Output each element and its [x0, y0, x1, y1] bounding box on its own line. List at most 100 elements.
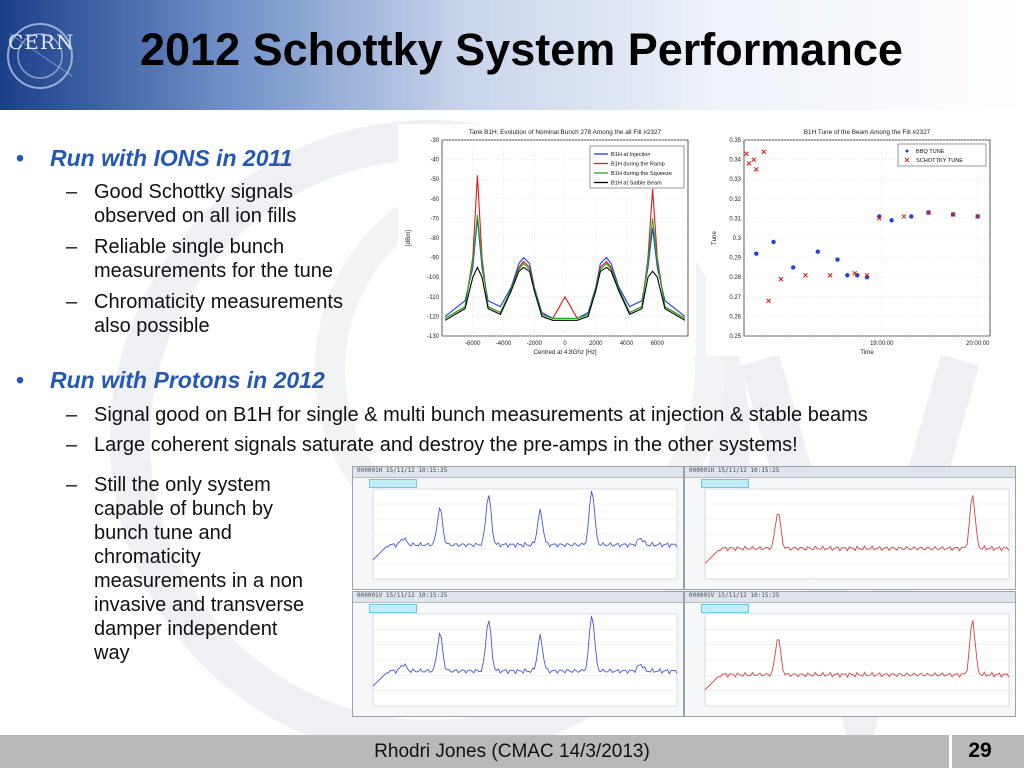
footer-author: Rhodri Jones (CMAC 14/3/2013)	[374, 741, 650, 762]
bbq-point	[835, 257, 840, 262]
legend-box	[897, 143, 987, 167]
sub-line: invasive and transverse	[94, 594, 305, 616]
screen-v-blue: 000001V 15/11/12 10:15:25	[352, 591, 684, 717]
sub-line: Large coherent signals saturate and dest…	[94, 434, 798, 456]
bullet-heading-text: Run with Protons in 2012	[50, 367, 325, 393]
sub-item-single-bunch: – Reliable single bunch measurements for…	[66, 236, 334, 282]
y-tick-label: -130	[427, 334, 440, 340]
bullet-ions-heading: • Run with IONS in 2011	[16, 145, 293, 172]
sub-line: Still the only system	[94, 474, 271, 496]
screen-tag	[701, 604, 749, 613]
sub-item-coherent-signals: – Large coherent signals saturate and de…	[66, 434, 798, 456]
screen-v-red: 000001V 15/11/12 10:15:25	[684, 591, 1016, 717]
y-tick-label: 0.32	[729, 197, 741, 203]
spectrum-chart-panel: Tank B1H: Evolution of Nominal Bunch 278…	[398, 124, 696, 356]
y-tick-label: 0.29	[729, 256, 741, 262]
spectrum-trace	[372, 615, 678, 687]
y-tick-label: -40	[430, 158, 439, 164]
y-tick-label: 0.27	[729, 295, 741, 301]
x-tick-label: 19:00:00	[870, 341, 894, 347]
schottky-point	[751, 157, 757, 162]
bullet-dot: •	[16, 145, 25, 171]
y-tick-label: 0.25	[729, 334, 741, 340]
bbq-point	[815, 249, 820, 254]
schottky-point	[926, 210, 931, 215]
x-tick-label: -4000	[496, 341, 512, 347]
legend-label: B1H at Satble Beam	[611, 181, 662, 187]
schottky-point	[827, 272, 833, 278]
y-tick-label: 0.3	[733, 236, 742, 242]
y-tick-label: 0.33	[729, 177, 741, 183]
sub-item-schottky-signals: – Good Schottky signals observed on all …	[66, 181, 297, 227]
sub-line: Reliable single bunch	[94, 236, 285, 258]
cern-logo-icon	[7, 23, 73, 89]
y-tick-label: -60	[430, 197, 439, 203]
sub-line: damper independent	[94, 618, 278, 640]
sub-line: capable of bunch by	[94, 498, 274, 520]
schottky-point	[744, 151, 749, 157]
sub-item-chromaticity: – Chromaticity measurements also possibl…	[66, 291, 343, 337]
legend-box	[589, 145, 685, 189]
x-tick-label: 20:00:00	[966, 341, 990, 347]
legend-label: SCHOTTKY TUNE	[916, 158, 963, 164]
spectrum-chart: Tank B1H: Evolution of Nominal Bunch 278…	[405, 129, 689, 356]
bbq-point	[771, 239, 776, 245]
x-tick-label: 2000	[589, 341, 603, 347]
y-tick-label: -80	[430, 236, 439, 242]
x-tick-label: -6000	[465, 341, 481, 347]
x-tick-label: 0	[563, 341, 567, 347]
y-tick-label: 0.31	[729, 216, 741, 222]
y-tick-label: 0.34	[729, 158, 741, 164]
sub-line: observed on all ion fills	[94, 205, 297, 227]
sub-line: Good Schottky signals	[94, 181, 293, 203]
sub-line: measurements for the tune	[94, 260, 334, 282]
x-axis-label: Time	[860, 349, 874, 356]
tune-chart: B1H Tune of the Beam Among the Fill #232…	[711, 129, 991, 356]
y-tick-label: 0.26	[729, 314, 741, 320]
screen-tag	[369, 604, 417, 613]
series-line	[444, 214, 686, 319]
schottky-point	[746, 161, 752, 166]
chart-title: Tank B1H: Evolution of Nominal Bunch 278…	[469, 129, 662, 136]
sub-item-only-system: – Still the only system capable of bunch…	[66, 474, 305, 664]
x-axis-label: Centred at 4.8Ghz [Hz]	[533, 349, 597, 356]
bullet-heading-text: Run with IONS in 2011	[50, 145, 293, 171]
y-tick-label: -100	[427, 275, 440, 281]
sub-item-signal-good: – Signal good on B1H for single & multi …	[66, 404, 868, 426]
sub-line: Signal good on B1H for single & multi bu…	[94, 404, 868, 426]
schottky-point	[753, 167, 759, 172]
spectrum-trace	[372, 490, 678, 561]
legend-label: B1H during the Ramp	[611, 162, 665, 168]
page-number: 29	[968, 739, 992, 762]
screen-h-red: 000001H 15/11/12 10:15:25	[684, 466, 1016, 590]
schottky-point	[778, 276, 784, 282]
bbq-point	[909, 214, 914, 219]
x-tick-label: -2000	[527, 341, 543, 347]
y-tick-label: 0.35	[729, 138, 741, 144]
screen-titlebar: 000001V 15/11/12 10:15:25	[353, 592, 683, 603]
legend-label: B1H during the Squeeze	[611, 171, 672, 177]
bullet-protons-heading: • Run with Protons in 2012	[16, 367, 325, 394]
schottky-point	[876, 216, 882, 221]
tune-chart-panel: B1H Tune of the Beam Among the Fill #232…	[706, 124, 1002, 356]
sub-line: bunch tune and	[94, 522, 232, 544]
schottky-point	[975, 214, 981, 219]
schottky-point	[852, 270, 858, 276]
sub-line: measurements in a non	[94, 570, 304, 592]
bullet-dot: •	[16, 367, 25, 393]
y-tick-label: -50	[430, 177, 439, 183]
x-tick-label: 4000	[620, 341, 634, 347]
y-tick-label: -120	[427, 314, 440, 320]
schottky-point	[864, 272, 870, 278]
slide-title: 2012 Schottky System Performance	[140, 24, 903, 75]
spectrum-trace	[704, 620, 1010, 691]
legend-swatch	[904, 157, 910, 163]
bbq-point	[889, 218, 894, 223]
sub-line: also possible	[94, 315, 210, 337]
page-number-box: 29	[949, 735, 1008, 768]
x-tick-label: 6000	[651, 341, 665, 347]
footer-bar: Rhodri Jones (CMAC 14/3/2013) 29	[0, 735, 1024, 768]
sub-line: Chromaticity measurements	[94, 291, 343, 313]
y-tick-label: -30	[430, 138, 439, 144]
screen-h-blue: 000001H 15/11/12 10:15:25	[352, 466, 684, 590]
